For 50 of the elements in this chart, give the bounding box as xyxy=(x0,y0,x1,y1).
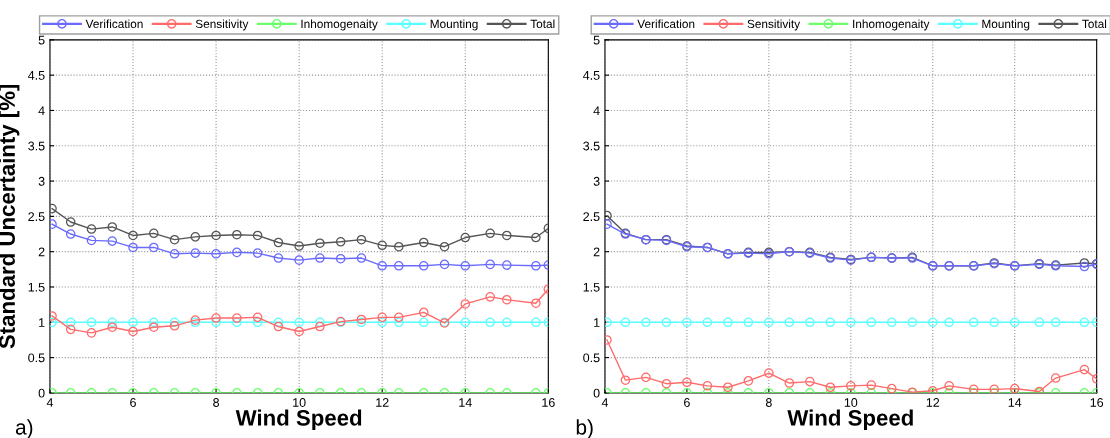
y-tick-label: 4.5 xyxy=(583,71,600,80)
y-tick-label: 5 xyxy=(593,35,600,45)
y-tick-label: 0 xyxy=(593,388,600,398)
y-tick-label: 2.5 xyxy=(583,212,600,222)
x-tick-label: 8 xyxy=(765,398,772,407)
x-tick-label: 10 xyxy=(844,398,858,407)
legend-label: Verification xyxy=(85,19,143,29)
x-axis-title: Wind Speed xyxy=(235,409,362,431)
y-tick-label: 0.5 xyxy=(28,353,45,363)
legend-label: Total xyxy=(1082,19,1107,29)
y-tick-label: 4.5 xyxy=(28,71,45,80)
x-tick-label: 4 xyxy=(46,398,54,407)
y-tick-label: 5 xyxy=(38,35,45,45)
x-tick-label: 6 xyxy=(684,398,690,407)
y-tick-label: 1.5 xyxy=(583,282,600,292)
x-tick-label: 12 xyxy=(376,398,389,407)
x-tick-label: 16 xyxy=(542,398,555,407)
y-tick-label: 3.5 xyxy=(28,141,45,151)
legend-label: Verification xyxy=(637,19,695,29)
y-tick-label: 0 xyxy=(38,388,45,398)
y-tick-label: 3 xyxy=(593,176,600,186)
x-tick-label: 10 xyxy=(293,398,306,407)
x-tick-label: 6 xyxy=(130,398,136,407)
legend-label: Total xyxy=(530,19,555,29)
y-tick-label: 2 xyxy=(593,247,600,257)
x-tick-label: 14 xyxy=(459,398,472,407)
legend-label: Inhomogenaity xyxy=(301,19,378,31)
y-tick-label: 3.5 xyxy=(583,141,600,151)
y-tick-label: 4 xyxy=(38,106,45,115)
text: b) xyxy=(576,419,593,438)
legend-label: Sensitivity xyxy=(195,19,249,31)
x-axis-title: Wind Speed xyxy=(787,409,913,431)
y-tick-label: 1 xyxy=(39,318,45,327)
legend-label: Mounting xyxy=(430,19,478,31)
y-tick-label: 1.5 xyxy=(28,282,45,292)
y-tick-label: 0.5 xyxy=(583,353,600,363)
y-tick-label: 3 xyxy=(38,176,45,186)
legend-label: Sensitivity xyxy=(747,19,801,31)
y-tick-label: 4 xyxy=(593,106,600,115)
text: a) xyxy=(15,419,33,438)
x-tick-label: 16 xyxy=(1090,398,1104,407)
y-tick-label: 2.5 xyxy=(28,212,45,222)
y-tick-label: 1 xyxy=(594,318,600,327)
legend-label: Inhomogenaity xyxy=(853,19,930,31)
x-tick-label: 12 xyxy=(926,398,940,407)
legend-label: Mounting xyxy=(982,19,1030,31)
x-tick-label: 8 xyxy=(213,398,220,407)
x-tick-label: 4 xyxy=(601,398,609,407)
x-tick-label: 14 xyxy=(1008,398,1022,407)
y-tick-label: 2 xyxy=(38,247,45,257)
